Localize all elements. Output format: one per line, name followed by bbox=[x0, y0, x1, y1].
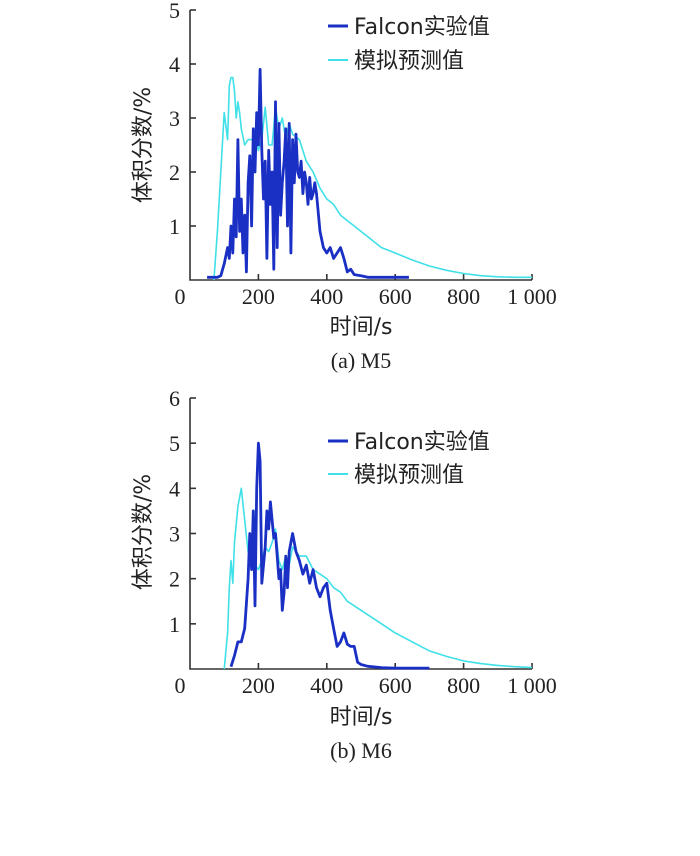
y-tick-label-m6: 5 bbox=[169, 431, 180, 456]
x-tick-label-m5: 1 000 bbox=[507, 284, 557, 309]
y-tick-label-m6: 2 bbox=[169, 567, 180, 592]
legend-label-experiment-m6: Falcon实验值 bbox=[354, 430, 490, 455]
series-line-simulation-m6 bbox=[223, 487, 533, 670]
y-tick-label-m6: 6 bbox=[169, 386, 180, 411]
legend-m5: Falcon实验值 模拟预测值 bbox=[328, 15, 490, 74]
y-tick-label-m5: 2 bbox=[169, 160, 180, 185]
caption-m6: (b) M6 bbox=[330, 738, 392, 763]
x-tick-label-m6: 800 bbox=[447, 673, 480, 698]
legend-label-experiment-m5: Falcon实验值 bbox=[354, 15, 490, 40]
x-tick-label-m6: 600 bbox=[379, 673, 412, 698]
x-tick-label-m5: 0 bbox=[175, 284, 186, 309]
series-line-experiment-m5 bbox=[207, 68, 409, 279]
x-tick-label-m5: 400 bbox=[310, 284, 343, 309]
y-tick-label-m5: 5 bbox=[169, 0, 180, 23]
y-tick-label-m5: 4 bbox=[169, 52, 180, 77]
y-tick-label-m6: 4 bbox=[169, 476, 180, 501]
x-tick-label-m5: 600 bbox=[379, 284, 412, 309]
y-tick-label-m5: 1 bbox=[169, 214, 180, 239]
x-tick-label-m6: 0 bbox=[175, 673, 186, 698]
legend-m6: Falcon实验值 模拟预测值 bbox=[328, 430, 490, 488]
x-tick-label-m6: 400 bbox=[310, 673, 343, 698]
x-tick-label-m6: 1 000 bbox=[507, 673, 557, 698]
chart-m5: 体积分数/% 时间/s (a) M5 Falcon实验值 模拟预测值 0 200 4… bbox=[131, 0, 557, 373]
x-tick-label-m5: 200 bbox=[242, 284, 275, 309]
y-axis-label-m6: 体积分数/% bbox=[131, 474, 156, 590]
series-line-experiment-m6 bbox=[229, 441, 430, 670]
y-tick-label-m6: 1 bbox=[169, 612, 180, 637]
legend-label-simulation-m5: 模拟预测值 bbox=[354, 49, 464, 74]
x-tick-label-m6: 200 bbox=[242, 673, 275, 698]
legend-label-simulation-m6: 模拟预测值 bbox=[354, 463, 464, 488]
chart-m6: 体积分数/% 时间/s (b) M6 Falcon实验值 模拟预测值 0 200 4… bbox=[131, 386, 557, 763]
y-tick-label-m5: 3 bbox=[169, 106, 180, 131]
axis-frame-m5 bbox=[189, 10, 532, 281]
x-axis-label-m6: 时间/s bbox=[330, 705, 393, 730]
caption-m5: (a) M5 bbox=[331, 348, 391, 373]
x-tick-label-m5: 800 bbox=[447, 284, 480, 309]
x-axis-label-m5: 时间/s bbox=[330, 315, 393, 340]
y-axis-label-m5: 体积分数/% bbox=[131, 87, 156, 203]
y-tick-label-m6: 3 bbox=[169, 522, 180, 547]
